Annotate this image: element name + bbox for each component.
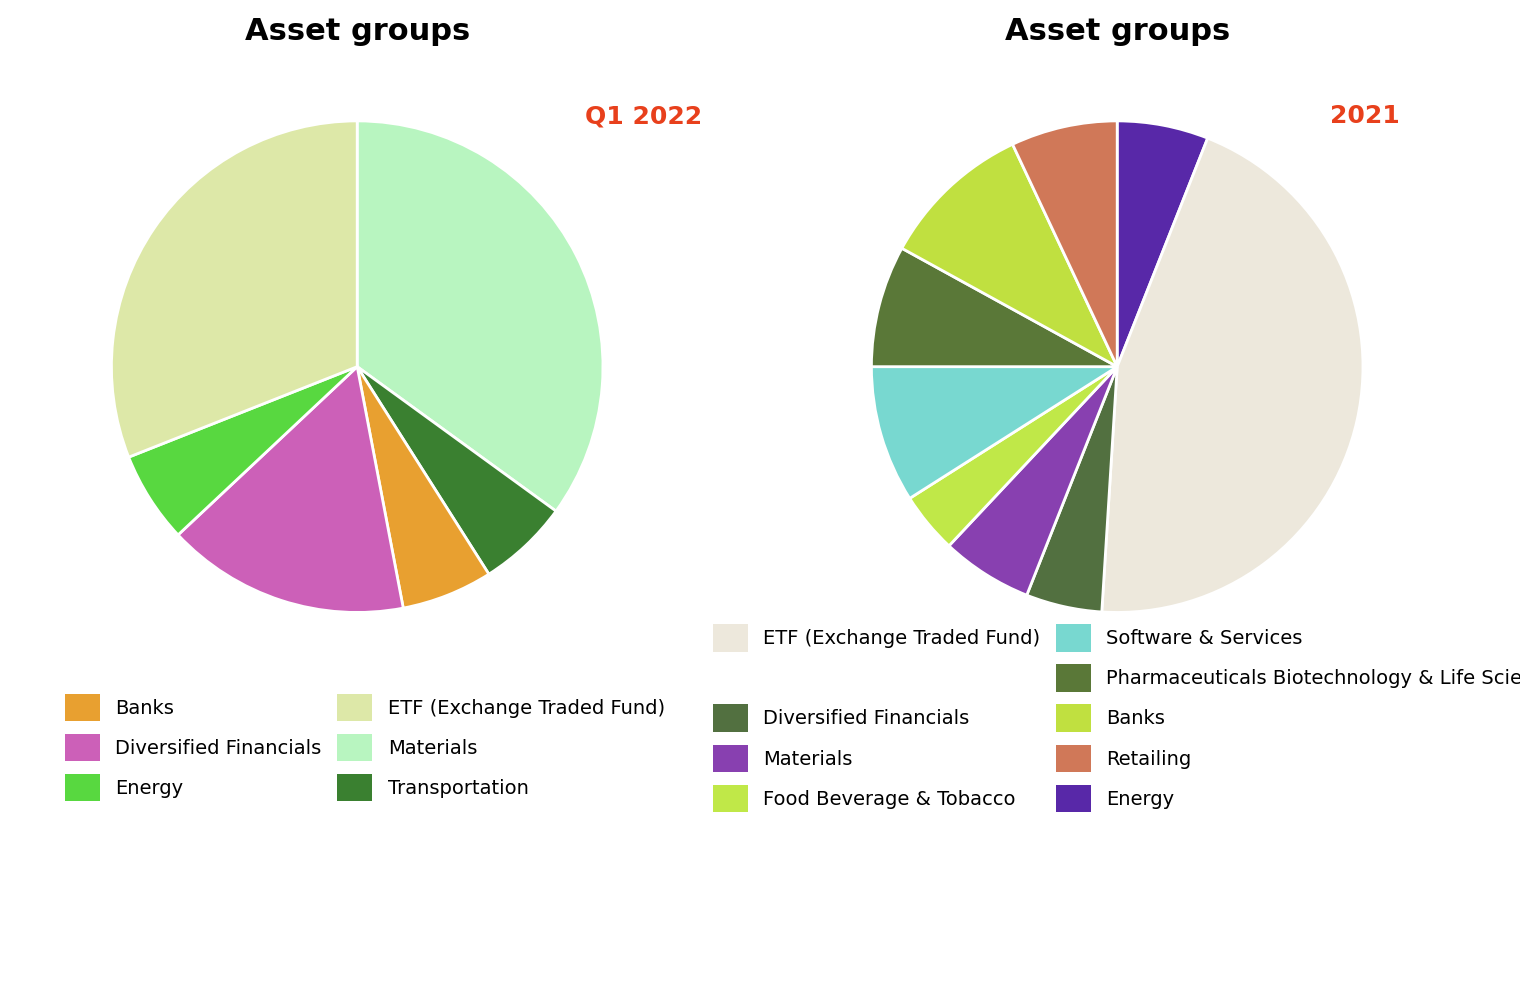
Legend: ETF (Exchange Traded Fund), , Diversified Financials, Materials, Food Beverage &: ETF (Exchange Traded Fund), , Diversifie…: [713, 624, 1520, 813]
Wedge shape: [909, 367, 1117, 546]
Wedge shape: [178, 367, 403, 612]
Wedge shape: [111, 121, 357, 457]
Wedge shape: [948, 367, 1117, 596]
Wedge shape: [1102, 138, 1363, 612]
Wedge shape: [357, 367, 556, 574]
Title: Asset groups: Asset groups: [1005, 17, 1230, 46]
Wedge shape: [871, 367, 1117, 498]
Wedge shape: [357, 367, 489, 608]
Wedge shape: [1117, 121, 1208, 367]
Text: 2021: 2021: [1330, 104, 1400, 128]
Wedge shape: [129, 367, 357, 535]
Wedge shape: [871, 249, 1117, 367]
Legend: Banks, Diversified Financials, Energy, ETF (Exchange Traded Fund), Materials, Tr: Banks, Diversified Financials, Energy, E…: [65, 694, 664, 802]
Wedge shape: [1026, 367, 1117, 612]
Text: Q1 2022: Q1 2022: [585, 104, 702, 128]
Wedge shape: [901, 145, 1117, 367]
Wedge shape: [357, 121, 603, 511]
Wedge shape: [1012, 121, 1117, 367]
Title: Asset groups: Asset groups: [245, 17, 470, 46]
